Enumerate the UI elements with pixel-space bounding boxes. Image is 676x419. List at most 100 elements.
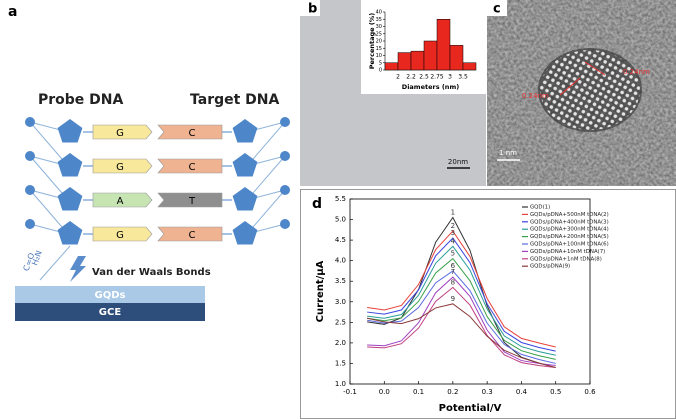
sugar — [232, 187, 258, 211]
series-line — [367, 286, 556, 369]
y-tick-label: 25 — [376, 31, 382, 37]
scale-bar-label: 1 nm — [499, 149, 517, 157]
label-box — [300, 0, 320, 16]
y-tick-label: 5.5 — [335, 195, 346, 203]
x-tick-label: 2.5 — [419, 74, 429, 81]
bar — [384, 62, 399, 71]
plot-frame — [349, 198, 591, 385]
curve-label: 2 — [451, 222, 455, 230]
curve-label: 1 — [451, 209, 455, 217]
y-tick-label: 10 — [376, 53, 382, 59]
legend-label: GQDs/pDNA+300nM tDNA(4) — [530, 227, 609, 233]
backbone-link — [246, 121, 286, 167]
x-tick-label: 0.2 — [447, 388, 458, 396]
curve-label: 8 — [451, 278, 455, 286]
backbone-link — [29, 189, 69, 235]
legend-label: GQDs/pDNA+500nM tDNA(2) — [530, 212, 609, 218]
base — [157, 158, 223, 174]
backbone-link — [246, 189, 286, 235]
legend-label: GQDs/pDNA+100nM tDNA(6) — [530, 242, 609, 248]
x-tick-label: 0.6 — [584, 388, 596, 396]
series-line — [367, 303, 556, 369]
probe-label: Probe DNA — [38, 92, 124, 108]
spacing-label: 0.24nm — [623, 68, 650, 76]
base-label: A — [117, 196, 124, 207]
target-label: Target DNA — [190, 92, 280, 108]
y-tick-label: 1.5 — [335, 359, 346, 367]
base — [157, 226, 223, 242]
sugar — [232, 153, 258, 177]
x-tick-label: 0.5 — [550, 388, 561, 396]
curve-label: 5 — [451, 250, 455, 258]
series-line — [367, 270, 556, 364]
y-tick-label: 20 — [376, 39, 382, 45]
phosphate — [280, 219, 290, 229]
legend-label: GQDs/pDNA+10nM tDNA(7) — [530, 249, 605, 255]
x-tick-label: 2 — [396, 74, 400, 81]
phosphate — [280, 117, 290, 127]
y-tick-label: 15 — [376, 46, 382, 52]
inset-background — [361, 0, 486, 94]
panel-frame — [300, 189, 676, 419]
y-tick-label: 2.5 — [335, 318, 346, 326]
curve-label: 3 — [451, 229, 455, 237]
base-label: G — [116, 128, 124, 139]
curve-label: 4 — [451, 237, 456, 245]
y-tick-label: 35 — [376, 17, 382, 23]
fringe-marker — [584, 61, 606, 76]
y-axis-label: Current/μA — [315, 260, 326, 322]
curve-label: 7 — [451, 268, 455, 276]
label-box — [487, 0, 507, 16]
phosphate — [280, 151, 290, 161]
base-label: G — [116, 230, 124, 241]
linker — [39, 245, 71, 281]
base — [92, 192, 153, 208]
x-axis-label: Diameters (nm) — [402, 83, 459, 91]
legend-label: GQD(1) — [530, 205, 550, 211]
legend-label: GQDs/pDNA+200nM tDNA(5) — [530, 234, 609, 240]
y-tick-label: 4.5 — [335, 236, 346, 244]
base — [92, 158, 153, 174]
base-label: C — [189, 128, 196, 139]
bar — [436, 19, 451, 71]
base — [157, 192, 223, 208]
panel-label: a — [8, 4, 17, 20]
base-label: T — [188, 196, 196, 207]
base-label: G — [116, 162, 124, 173]
backbone-link — [246, 155, 286, 201]
y-tick-label: 1.0 — [335, 380, 346, 388]
base — [92, 124, 153, 140]
fringe-marker — [559, 77, 581, 96]
bar — [449, 45, 464, 71]
scale-bar-label: 20nm — [448, 158, 468, 166]
series-line — [367, 245, 556, 356]
phosphate — [25, 219, 35, 229]
series-line — [367, 230, 556, 348]
x-axis-label: Potential/V — [439, 403, 502, 414]
panel-d: d 1.0 1.5 2.0 2.5 3.0 3.5 4.0 4.5 5.0 5.5 -0.1 0.0 0… — [300, 189, 676, 419]
lightning-icon — [70, 256, 86, 282]
y-tick-label: 4.0 — [335, 257, 346, 265]
sugar — [57, 119, 83, 143]
x-tick-label: -0.1 — [343, 388, 357, 396]
bar — [397, 52, 412, 71]
backbone-link — [29, 121, 69, 167]
bar — [410, 50, 425, 71]
y-tick-label: 30 — [376, 24, 382, 30]
x-tick-label: 2.2 — [406, 74, 416, 81]
y-tick-label: 5.0 — [335, 216, 346, 224]
x-tick-label: 2.75 — [430, 74, 444, 81]
phosphate — [25, 117, 35, 127]
y-tick-label: 2.0 — [335, 339, 346, 347]
x-tick-label: 3.5 — [458, 74, 468, 81]
series-line — [367, 237, 556, 352]
x-tick-label: 0.1 — [413, 388, 424, 396]
x-tick-label: 3 — [448, 74, 452, 81]
y-tick-label: 5 — [379, 60, 382, 66]
x-tick-label: 0.0 — [379, 388, 390, 396]
x-tick-label: 0.3 — [482, 388, 493, 396]
phosphate — [25, 151, 35, 161]
